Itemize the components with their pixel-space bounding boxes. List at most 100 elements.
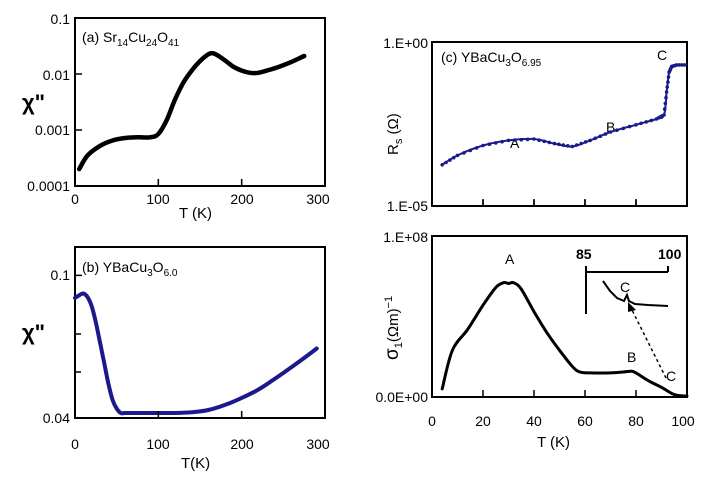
panel-a-ytick-0.0001: 0.0001 [27, 178, 70, 194]
panel-c-marker [537, 138, 541, 142]
panel-d-xtick-100: 100 [671, 413, 695, 429]
panel-c-marker [644, 120, 648, 124]
panel-c-ytick-1e-05: 1.E-05 [387, 198, 428, 214]
panel-c-ylabel: Rs (Ω) [385, 113, 405, 155]
panel-c-marker [570, 144, 575, 149]
panel-c-marker [513, 138, 517, 142]
panel-c-marker [557, 142, 561, 147]
panel-a-ytick-0.1: 0.1 [51, 11, 71, 27]
panel-c-marker [634, 123, 638, 127]
panel-c-marker [663, 101, 668, 106]
panel-a-yticks: 0.0001 0.001 0.01 0.1 [27, 11, 70, 194]
panel-c-title: (c) YBaCu3O6.95 [441, 49, 542, 69]
panel-c-marker [662, 113, 666, 117]
panel-b-series-line [73, 291, 319, 416]
panel-c-ytick-1: 1.E+00 [383, 35, 428, 51]
panel-c-marker [603, 132, 608, 136]
panel-a-xticks: 0 100 200 300 [71, 191, 330, 207]
inset-xtick-100: 100 [658, 246, 682, 262]
panel-c-marker [448, 158, 452, 162]
panel-b-xticks: 0 100 200 300 [71, 436, 330, 452]
panel-c-marker [615, 128, 619, 132]
inset-annotation-c: C [620, 279, 630, 295]
panel-c-marker [519, 137, 524, 142]
panel-d-xtick-0: 0 [428, 413, 436, 429]
panel-a-ytick-0.01: 0.01 [43, 67, 70, 83]
panel-d-annotation-a: A [505, 251, 515, 267]
panel-d-xtick-60: 60 [577, 413, 593, 429]
panel-c-markers [440, 63, 687, 167]
panel-c-marker [639, 121, 643, 126]
panel-a-xtick-0: 0 [71, 191, 79, 207]
panel-a-xtick-100: 100 [146, 191, 170, 207]
panel-b-xtick-300: 300 [306, 436, 330, 452]
panel-c-marker [455, 153, 460, 158]
panel-c-marker [444, 160, 448, 165]
panel-d-annotation-b: B [627, 349, 636, 365]
panel-b-xlabel: T(K) [181, 455, 210, 472]
panel-c-marker [583, 140, 588, 144]
panel-b-frame [74, 246, 326, 419]
panel-c-marker [649, 118, 654, 123]
panel-c-marker [621, 126, 626, 131]
panel-d-ytick-1e8: 1.E+08 [383, 229, 428, 245]
panel-c-marker [588, 138, 592, 143]
panel-c-marker [500, 139, 504, 144]
panel-c-marker [481, 143, 485, 148]
panel-a-xlabel: T (K) [179, 205, 212, 222]
panel-a-series-line [76, 50, 307, 172]
panel-d-xtick-80: 80 [628, 413, 644, 429]
panel-c-marker [665, 85, 669, 89]
panel-c-yticks: 1.E-05 1.E+00 [383, 35, 428, 214]
panel-c-marker [666, 75, 671, 79]
panel-d-ytick-0: 0.0E+00 [375, 389, 428, 405]
panel-d-ylabel: σ1(Ωm)−1 [382, 296, 405, 360]
panel-c-frame [431, 41, 688, 207]
panel-c-marker [462, 151, 466, 155]
panel-a-ylabel: χ" [22, 90, 45, 115]
panel-c-marker [506, 138, 511, 143]
panel-c-marker [677, 63, 682, 67]
panel-c-marker [598, 134, 603, 138]
panel-d-xtick-20: 20 [475, 413, 491, 429]
panel-c-marker [680, 63, 684, 67]
inset-pointer-arrow [631, 309, 667, 379]
panel-c-chart: (c) YBaCu3O6.95 Rs (Ω) 1.E-05 1.E+00 A B… [383, 35, 688, 214]
panel-c-marker [494, 141, 498, 145]
panel-c-marker [608, 130, 613, 134]
panel-d-frame [431, 235, 688, 398]
panel-c-marker [627, 124, 632, 129]
panel-b-ylabel: χ" [22, 320, 45, 345]
panel-c-marker [675, 63, 679, 67]
inset-pointer-arrowhead [628, 302, 636, 312]
panel-c-annotation-c: C [657, 47, 667, 63]
panel-c-marker [664, 90, 669, 94]
panel-c-annotation-b: B [606, 119, 615, 135]
panel-c-marker [468, 148, 473, 153]
panel-c-marker [579, 141, 583, 146]
panel-c-marker [662, 107, 667, 111]
panel-c-annotation-a: A [510, 135, 520, 151]
panel-a-ytick-0.001: 0.001 [35, 122, 70, 138]
panel-d-yticks: 0.0E+00 1.E+08 [375, 229, 428, 405]
panel-c-marker [682, 63, 687, 67]
panel-c-marker [542, 139, 546, 144]
panel-a-frame [74, 17, 326, 187]
panel-c-marker [525, 137, 530, 142]
panel-b-ytick-0.04: 0.04 [43, 410, 70, 426]
inset-curve [602, 280, 669, 307]
panel-d-chart: σ1(Ωm)−1 T (K) 0 20 40 60 80 100 0.0E+00… [375, 229, 694, 451]
panel-d-series-line [440, 280, 689, 398]
panel-a-xtick-200: 200 [230, 191, 254, 207]
panel-d-xticks: 0 20 40 60 80 100 [428, 413, 695, 429]
panel-a-chart: (a) Sr14Cu24O41 χ" T (K) 0 100 200 300 0… [22, 11, 330, 222]
panel-c-marker [552, 141, 557, 146]
panel-a-title: (a) Sr14Cu24O41 [82, 29, 180, 49]
panel-c-marker [487, 142, 492, 146]
panel-b-yticks: 0.04 0.1 [43, 267, 70, 426]
panel-b-chart: (b) YBaCu3O6.0 χ" T(K) 0 100 200 300 0.0… [22, 246, 330, 472]
panel-b-xtick-100: 100 [146, 436, 170, 452]
panel-d-annotation-c: C [666, 368, 676, 384]
panel-c-marker [666, 80, 670, 84]
